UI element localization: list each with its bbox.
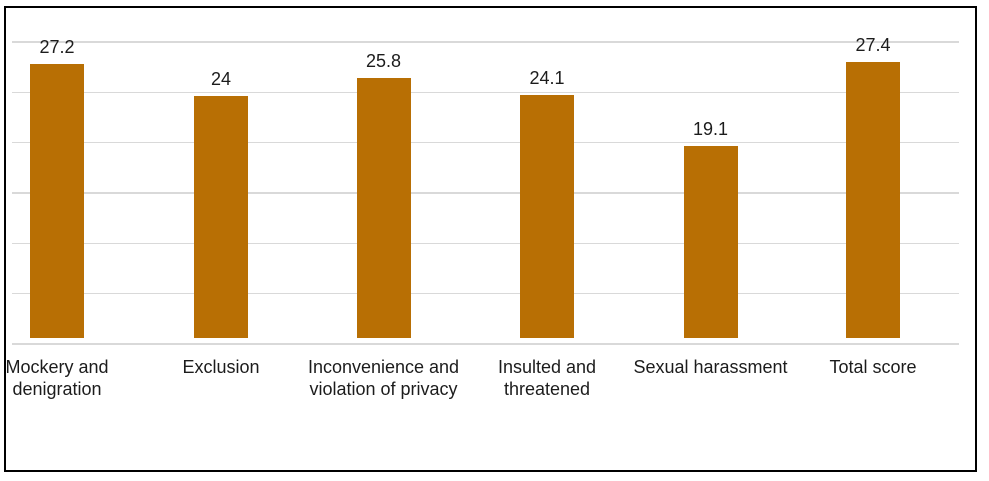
gridline	[12, 141, 959, 144]
gridline	[12, 41, 959, 43]
bar	[356, 78, 411, 338]
chart-frame: 27.2 Mockery and denigration 24 Exclusion 25…	[4, 6, 977, 472]
category-label: Mockery and denigration	[5, 357, 109, 399]
gridline	[12, 292, 959, 295]
gridline	[12, 192, 959, 194]
gridline	[12, 242, 959, 245]
category-label: Exclusion	[182, 357, 260, 377]
bar	[30, 64, 84, 338]
bar	[683, 145, 738, 338]
gridline	[12, 343, 959, 345]
plot-area	[12, 41, 959, 345]
category-label: Inconvenience and violation of privacy	[307, 357, 460, 399]
bar-value-label: 25.8	[365, 51, 402, 72]
bar-value-label: 27.2	[39, 37, 75, 58]
gridline	[12, 91, 959, 94]
category-label: Sexual harassment	[633, 357, 788, 377]
bar-value-label: 27.4	[855, 35, 891, 56]
category-label: Total score	[829, 357, 917, 377]
bar-value-label: 19.1	[692, 118, 729, 139]
bar-value-label: 24.1	[529, 68, 565, 89]
bar	[846, 62, 900, 338]
bar-value-label: 24	[210, 69, 232, 90]
category-label: Insulted and threatened	[497, 357, 597, 399]
bar	[520, 95, 574, 338]
bar	[194, 96, 248, 338]
